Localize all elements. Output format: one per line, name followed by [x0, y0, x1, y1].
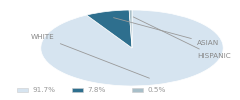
- Bar: [72, 88, 83, 92]
- Wedge shape: [129, 10, 132, 48]
- Text: 91.7%: 91.7%: [32, 87, 55, 93]
- Text: 0.5%: 0.5%: [148, 87, 166, 93]
- Text: HISPANIC: HISPANIC: [133, 17, 231, 59]
- Text: 7.8%: 7.8%: [88, 87, 106, 93]
- Bar: [132, 88, 143, 92]
- Text: WHITE: WHITE: [31, 34, 149, 78]
- Wedge shape: [41, 10, 223, 86]
- Wedge shape: [87, 10, 132, 48]
- Text: ASIAN: ASIAN: [114, 18, 219, 46]
- Bar: [17, 88, 28, 92]
